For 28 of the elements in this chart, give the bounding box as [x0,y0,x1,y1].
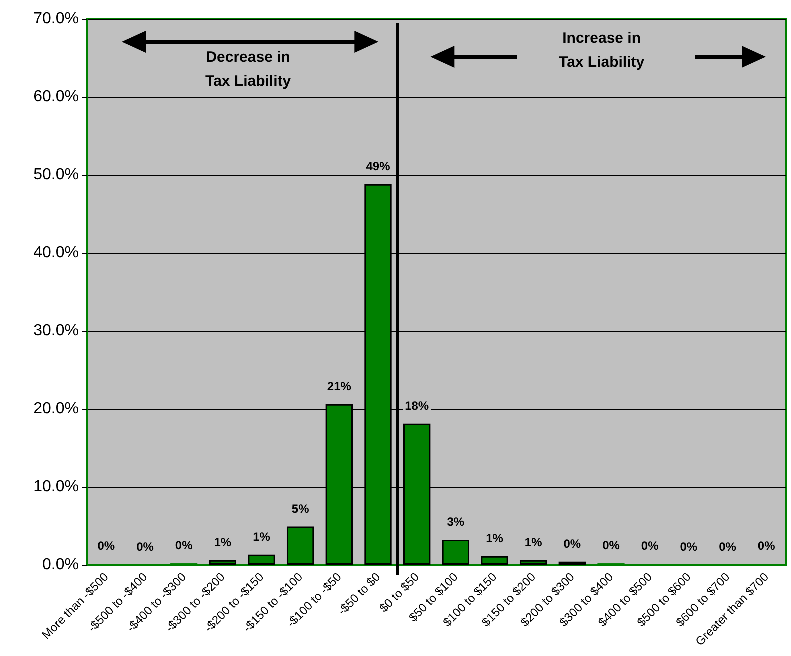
data-label: 0% [564,536,582,551]
data-label: 0% [175,538,194,552]
data-label: 0% [641,539,660,554]
y-tick-label: 70.0% [34,10,79,28]
data-label: 1% [214,535,232,550]
data-label: 21% [327,379,352,394]
data-label: 18% [405,398,430,413]
data-label: 1% [486,531,504,546]
data-label: 0% [680,540,698,554]
annotation: Decrease in Tax Liability [206,49,292,90]
data-label: 0% [602,538,620,552]
data-label: 5% [292,502,310,516]
annotation: Increase in Tax Liability [559,30,646,71]
data-label: 0% [98,539,116,554]
y-tick-label: 20.0% [34,400,79,418]
y-tick-label: 60.0% [34,88,79,106]
data-label: 1% [253,530,271,544]
y-tick-label: 50.0% [34,166,79,184]
data-label: 49% [366,159,391,174]
y-tick-label: 30.0% [34,322,79,340]
data-label: 0% [758,539,776,554]
data-label: 0% [136,540,154,554]
data-label: 3% [447,515,465,530]
data-label: 0% [719,540,737,554]
data-label: 1% [524,535,543,550]
y-tick-label: 10.0% [34,478,79,496]
y-tick-label: 0.0% [42,556,79,574]
y-tick-label: 40.0% [34,244,79,262]
